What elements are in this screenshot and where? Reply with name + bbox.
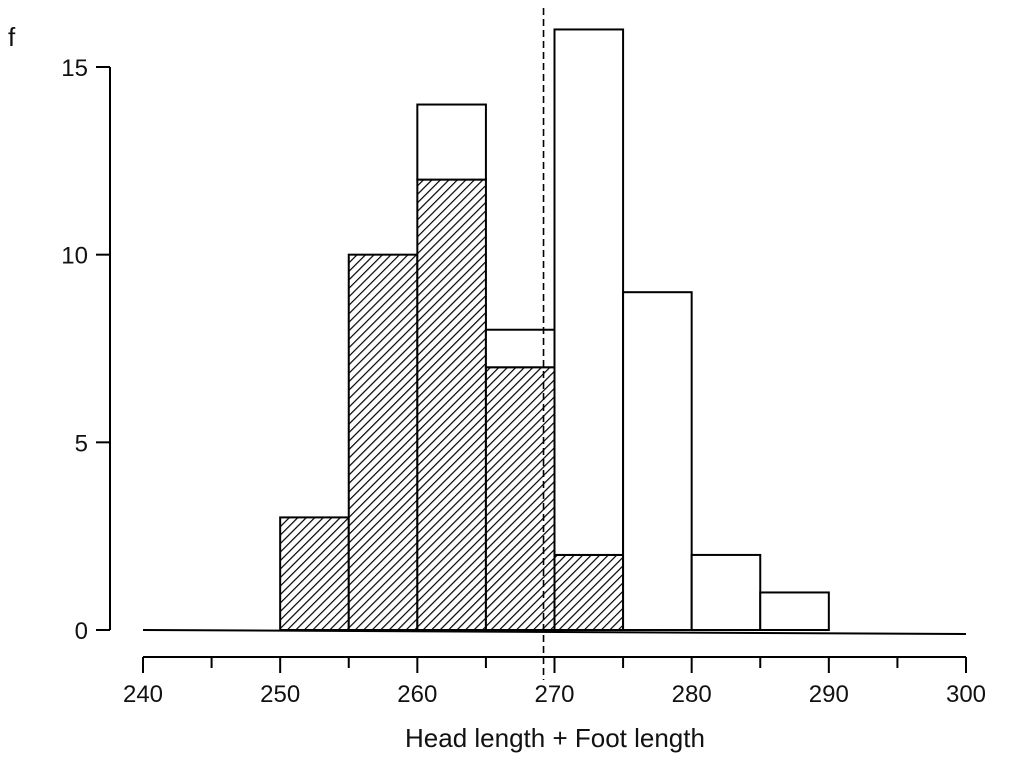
- x-tick-label-270: 270: [534, 681, 574, 708]
- y-tick-label-0: 0: [75, 618, 88, 645]
- axes-layer: 0 5 10 15 240 250 260 270 280 290 300: [61, 55, 986, 708]
- hatched-bar-255: [347, 253, 419, 632]
- y-axis-label: f: [8, 22, 16, 52]
- hatched-bar-250: [279, 516, 350, 632]
- x-tick-label-240: 240: [123, 681, 163, 708]
- open-bar-265: [484, 328, 556, 369]
- open-bar-270: [553, 28, 625, 556]
- y-tick-label-15: 15: [61, 55, 88, 82]
- bars-layer: [279, 28, 830, 632]
- open-bar-280: [690, 553, 762, 632]
- open-bar-260: [416, 103, 487, 181]
- y-tick-label-5: 5: [75, 430, 88, 457]
- x-tick-label-300: 300: [946, 681, 986, 708]
- open-bar-285: [759, 591, 830, 632]
- baseline: [142, 629, 967, 635]
- y-tick-label-10: 10: [61, 243, 88, 270]
- hatched-bar-260: [416, 178, 487, 631]
- open-bar-275: [622, 291, 693, 631]
- x-tick-label-290: 290: [809, 681, 849, 708]
- hatched-bar-270: [553, 553, 625, 632]
- x-tick-label-260: 260: [397, 681, 437, 708]
- x-tick-label-280: 280: [672, 681, 712, 708]
- x-axis-label: Head length + Foot length: [405, 723, 705, 753]
- x-tick-label-250: 250: [260, 681, 300, 708]
